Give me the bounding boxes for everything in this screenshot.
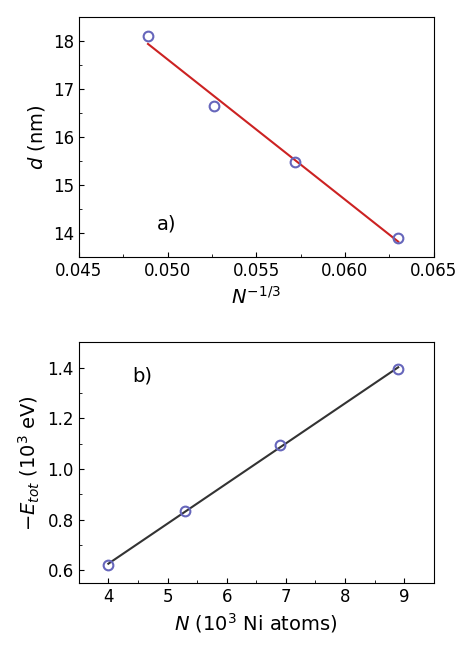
X-axis label: $N^{-1/3}$: $N^{-1/3}$ <box>231 286 282 308</box>
Text: a): a) <box>157 215 176 233</box>
Text: b): b) <box>132 366 152 385</box>
Y-axis label: $-E_{tot}$ (10$^3$ eV): $-E_{tot}$ (10$^3$ eV) <box>17 394 42 531</box>
Y-axis label: $d$ (nm): $d$ (nm) <box>26 104 47 170</box>
X-axis label: $N$ (10$^3$ Ni atoms): $N$ (10$^3$ Ni atoms) <box>174 612 338 635</box>
